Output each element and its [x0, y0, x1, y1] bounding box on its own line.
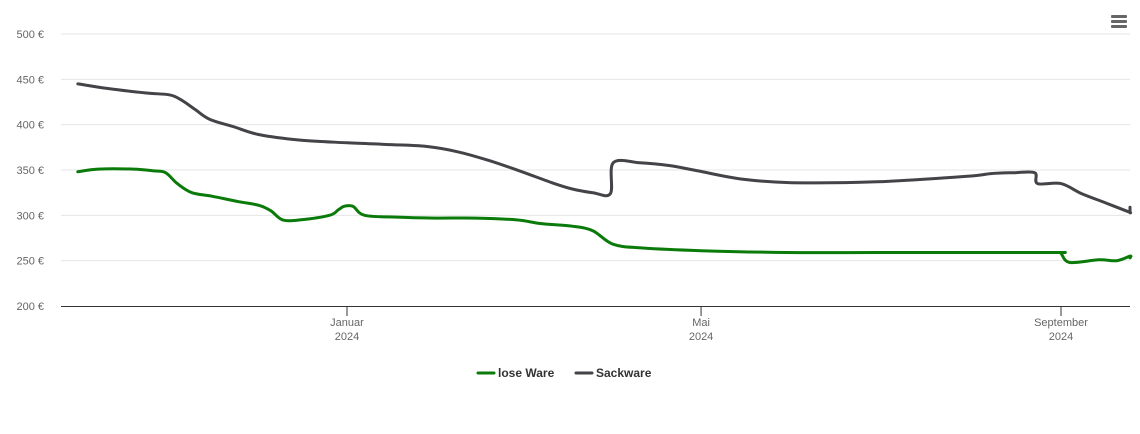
grid-lines — [61, 33, 1130, 262]
y-tick-label: 250 € — [16, 256, 44, 268]
x-tick-label-year: 2024 — [689, 331, 713, 343]
series-line-sackware — [76, 82, 1133, 215]
x-tick-label-year: 2024 — [335, 331, 359, 343]
series-lines — [76, 82, 1133, 265]
y-tick-label: 450 € — [16, 74, 44, 86]
y-tick-label: 200 € — [16, 301, 44, 313]
legend: lose Ware Sackware — [476, 366, 652, 380]
x-tick-label-year: 2024 — [1049, 331, 1073, 343]
y-tick-label: 350 € — [16, 165, 44, 177]
x-tick-label-month: September — [1034, 317, 1088, 329]
x-tick-label-month: Januar — [330, 317, 364, 329]
y-tick-label: 400 € — [16, 120, 44, 132]
series-line-lose-ware — [76, 167, 1133, 265]
legend-label: Sackware — [596, 366, 652, 380]
x-tick-label-month: Mai — [692, 317, 710, 329]
y-tick-label: 500 € — [16, 29, 44, 41]
y-tick-label: 300 € — [16, 210, 44, 222]
hamburger-menu-icon[interactable] — [1104, 8, 1132, 34]
y-axis-tick-labels: 200 € 250 € 300 € 350 € 400 € 450 € 500 € — [16, 29, 44, 313]
x-axis-ticks: Januar 2024 Mai 2024 September 2024 — [330, 306, 1088, 343]
legend-label: lose Ware — [498, 366, 555, 380]
legend-item[interactable]: Sackware — [574, 366, 652, 380]
legend-item[interactable]: lose Ware — [476, 366, 555, 380]
